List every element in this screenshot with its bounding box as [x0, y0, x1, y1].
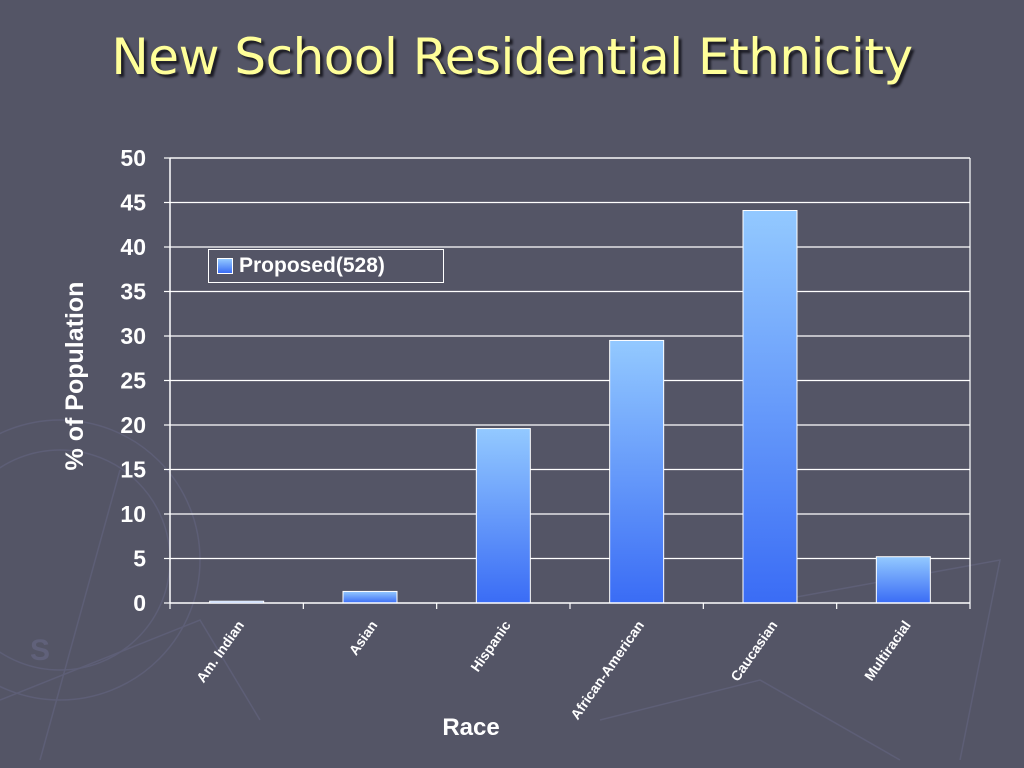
y-tick-label: 25	[120, 368, 146, 394]
y-tick-label: 45	[120, 190, 146, 216]
x-tick-label: African-American	[567, 618, 647, 723]
y-tick-label: 30	[120, 323, 146, 349]
bar	[875, 556, 931, 604]
gridlines	[170, 157, 971, 603]
x-tick-label: Asian	[345, 618, 380, 658]
bar	[475, 428, 531, 604]
x-axis-title: Race	[442, 714, 499, 741]
y-tick-label: 10	[120, 501, 146, 527]
y-tick-label: 20	[120, 412, 146, 438]
bar	[342, 590, 398, 604]
slide-title: New School Residential Ethnicity	[111, 28, 913, 86]
y-axis-title: % of Population	[61, 282, 89, 471]
x-tick-label: Multiracial	[861, 618, 914, 684]
legend-label: Proposed(528)	[239, 254, 385, 277]
legend-swatch	[217, 258, 233, 274]
x-tick-label: Am. Indian	[193, 618, 247, 686]
y-tick-label: 40	[120, 234, 146, 260]
y-tick-label: 50	[120, 145, 146, 171]
legend: Proposed(528)	[208, 249, 444, 283]
y-tick-label: 0	[133, 590, 146, 616]
x-tick-label: Hispanic	[467, 617, 514, 674]
bar	[742, 210, 798, 604]
x-tick-label: Caucasian	[727, 618, 780, 685]
bar	[609, 339, 665, 604]
y-tick-label: 15	[120, 457, 146, 483]
y-tick-label: 35	[120, 279, 146, 305]
axes	[164, 157, 971, 609]
y-tick-label: 5	[133, 546, 146, 572]
